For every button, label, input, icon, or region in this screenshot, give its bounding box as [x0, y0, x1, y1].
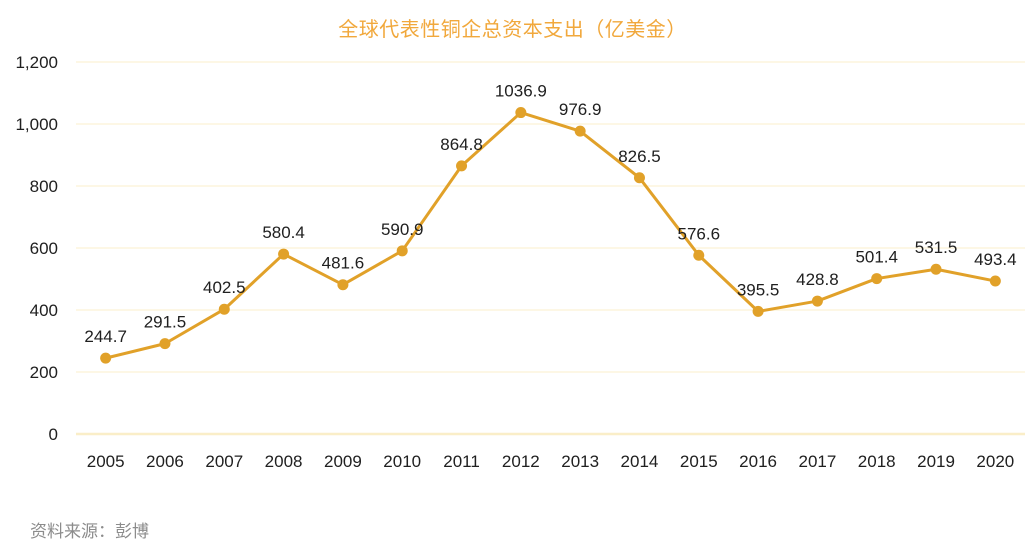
data-point-label: 291.5: [144, 313, 187, 332]
data-point-label: 864.8: [440, 135, 483, 154]
x-axis-tick-label: 2013: [561, 452, 599, 471]
data-point-label: 576.6: [678, 224, 721, 243]
y-axis-tick-label: 200: [30, 363, 58, 382]
data-point-label: 976.9: [559, 100, 602, 119]
trend-line: [104, 111, 997, 360]
x-axis-tick-label: 2019: [917, 452, 955, 471]
data-point-marker: [811, 295, 823, 307]
source-note: 资料来源：彭博: [30, 522, 149, 541]
x-axis-tick-label: 2020: [976, 452, 1014, 471]
line-chart: 0 200 400 600 800 1,000 1,200 2005 2006 2007 2008 2…: [15, 53, 1025, 471]
data-point-label: 493.4: [974, 250, 1017, 269]
x-axis-tick-label: 2014: [621, 452, 659, 471]
x-axis-tick-label: 2008: [265, 452, 303, 471]
data-point-marker: [396, 245, 408, 257]
data-point-label: 501.4: [855, 248, 898, 267]
data-point-marker: [278, 248, 290, 260]
y-axis-tick-label: 800: [30, 177, 58, 196]
x-axis-tick-label: 2007: [205, 452, 243, 471]
y-axis-tick-label: 600: [30, 239, 58, 258]
data-point-marker: [337, 279, 349, 291]
data-point-label: 590.9: [381, 220, 424, 239]
data-point-marker: [218, 303, 230, 315]
data-point-marker: [633, 172, 645, 184]
data-point-marker: [574, 125, 586, 137]
data-point-marker: [930, 263, 942, 275]
data-point-label: 826.5: [618, 147, 661, 166]
y-axis-tick-label: 1,000: [15, 115, 58, 134]
x-axis-tick-label: 2011: [443, 452, 480, 471]
x-axis-tick-label: 2010: [383, 452, 421, 471]
data-point-label: 244.7: [84, 327, 127, 346]
data-point-marker: [456, 160, 468, 172]
x-axis-tick-label: 2017: [798, 452, 836, 471]
data-point-label: 481.6: [322, 254, 365, 273]
data-point-label: 580.4: [262, 223, 305, 242]
data-point-marker: [752, 305, 764, 317]
data-point-marker: [100, 352, 112, 364]
data-point-marker: [515, 107, 527, 119]
data-point-marker: [159, 338, 171, 350]
y-axis-tick-label: 400: [30, 301, 58, 320]
data-point-label: 395.5: [737, 280, 780, 299]
data-point-label: 531.5: [915, 238, 958, 257]
x-axis-tick-label: 2006: [146, 452, 184, 471]
x-axis-tick-label: 2015: [680, 452, 718, 471]
y-axis-tick-label: 0: [49, 425, 58, 444]
data-point-marker: [693, 249, 705, 261]
x-axis-tick-label: 2009: [324, 452, 362, 471]
x-axis-tick-label: 2018: [858, 452, 896, 471]
data-point-marker: [871, 273, 883, 285]
y-axis-tick-label: 1,200: [15, 53, 58, 72]
x-axis-tick-label: 2012: [502, 452, 540, 471]
data-point-label: 402.5: [203, 278, 246, 297]
x-axis-tick-label: 2005: [87, 452, 125, 471]
x-axis-tick-label: 2016: [739, 452, 777, 471]
data-point-label: 1036.9: [495, 82, 547, 101]
data-point-marker: [989, 275, 1001, 287]
data-point-label: 428.8: [796, 270, 839, 289]
chart-title: 全球代表性铜企总资本支出（亿美金）: [338, 19, 687, 41]
